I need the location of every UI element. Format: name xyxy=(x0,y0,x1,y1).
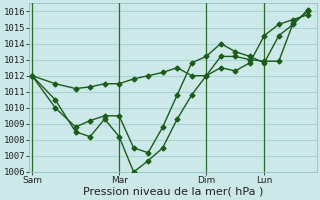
X-axis label: Pression niveau de la mer( hPa ): Pression niveau de la mer( hPa ) xyxy=(83,187,263,197)
